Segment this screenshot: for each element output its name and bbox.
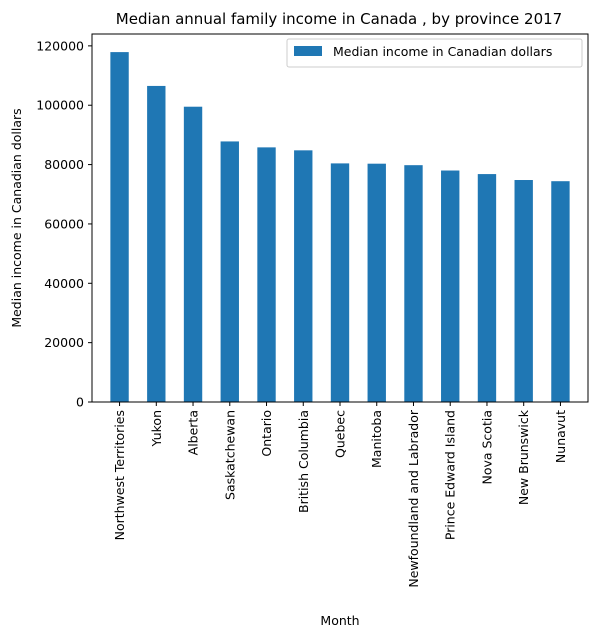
x-tick-label: Manitoba <box>369 410 384 468</box>
bar <box>404 165 423 402</box>
x-tick-label: Prince Edward Island <box>443 410 458 540</box>
x-tick-label: Saskatchewan <box>222 410 237 500</box>
bar <box>441 170 460 402</box>
bar <box>147 85 166 402</box>
x-tick-label: British Columbia <box>296 410 311 513</box>
y-tick-label: 80000 <box>44 157 84 172</box>
y-tick-label: 20000 <box>44 335 84 350</box>
x-axis: Northwest Territories Yukon Alberta Saskatc… <box>112 402 568 588</box>
x-tick-label: Ontario <box>259 410 274 457</box>
bar <box>477 174 497 402</box>
bar <box>367 163 386 402</box>
bars-group <box>110 52 570 403</box>
x-tick-label: Nova Scotia <box>479 410 494 485</box>
x-tick-label: Northwest Territories <box>112 410 127 540</box>
x-tick-label: Quebec <box>333 410 348 458</box>
bar <box>330 163 350 402</box>
bar <box>551 181 570 402</box>
x-tick-label: Nunavut <box>553 410 568 463</box>
y-axis-label: Median income in Canadian dollars <box>9 108 24 327</box>
plot-frame <box>91 33 589 403</box>
bar <box>183 106 203 402</box>
y-tick-label: 40000 <box>44 276 84 291</box>
y-tick-label: 60000 <box>44 216 84 231</box>
y-tick-label: 120000 <box>36 38 84 53</box>
legend-box <box>286 38 583 68</box>
y-tick-label: 0 <box>76 395 84 410</box>
x-tick-label: New Brunswick <box>516 409 531 505</box>
x-axis-label: Month <box>320 613 359 628</box>
legend: Median income in Canadian dollars <box>286 38 583 68</box>
bar <box>514 180 533 402</box>
chart-title: Median annual family income in Canada , … <box>116 10 562 28</box>
bar <box>294 150 313 402</box>
x-tick-label: Alberta <box>186 410 201 455</box>
y-tick-label: 100000 <box>36 98 84 113</box>
bar <box>110 52 129 403</box>
x-tick-label: Newfoundland and Labrador <box>406 409 421 587</box>
x-tick-label: Yukon <box>149 410 164 448</box>
legend-label: Median income in Canadian dollars <box>333 44 552 59</box>
bar <box>220 141 239 402</box>
y-axis: 0 20000 40000 60000 80000 100000 120000 <box>36 38 92 410</box>
legend-swatch <box>294 46 322 56</box>
bar <box>257 147 276 402</box>
